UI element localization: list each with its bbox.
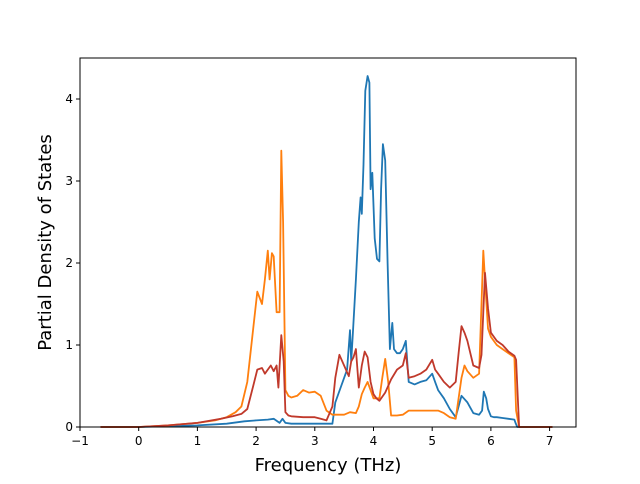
y-tick-label: 4 [65, 92, 73, 106]
y-tick-label: 1 [65, 338, 73, 352]
plot-frame [79, 57, 577, 428]
x-tick-label: 3 [311, 434, 319, 448]
x-axis-ticks: −1 0 1 2 3 4 5 6 7 [71, 427, 553, 448]
y-axis-label: Partial Density of States [35, 134, 56, 351]
x-tick-label: 4 [370, 434, 378, 448]
series-line-1 [100, 75, 553, 428]
x-axis-label: Frequency (THz) [255, 455, 402, 476]
y-tick-label: 0 [65, 420, 73, 434]
y-tick-label: 2 [65, 256, 73, 270]
x-tick-label: −1 [71, 434, 89, 448]
x-tick-label: 0 [135, 434, 143, 448]
x-tick-label: 2 [252, 434, 260, 448]
series-line-3 [100, 271, 553, 428]
x-tick-label: 6 [487, 434, 495, 448]
x-tick-label: 5 [428, 434, 436, 448]
x-tick-label: 1 [194, 434, 202, 448]
y-tick-label: 3 [65, 174, 73, 188]
x-tick-label: 7 [546, 434, 554, 448]
y-axis-ticks: 0 1 2 3 4 [65, 92, 80, 434]
series-layer [100, 75, 553, 428]
